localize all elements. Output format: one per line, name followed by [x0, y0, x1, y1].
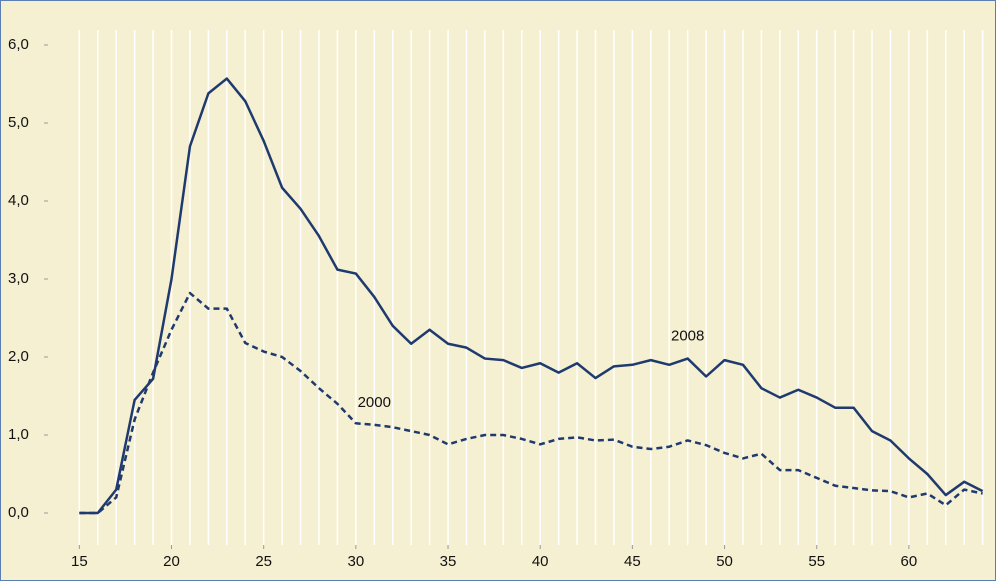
x-tick-label: 60	[901, 553, 918, 570]
x-tick-label: 35	[440, 553, 457, 570]
y-tick-label: 3,0	[8, 270, 29, 287]
y-tick-label: 0,0	[8, 504, 29, 521]
y-tick-label: 1,0	[8, 426, 29, 443]
y-tick-label: 2,0	[8, 348, 29, 365]
series-line	[79, 77, 984, 515]
x-tick-label: 15	[71, 553, 88, 570]
x-tick-label: 50	[716, 553, 733, 570]
series-label: 2000	[358, 394, 391, 411]
plot-area	[48, 30, 990, 545]
x-tick-label: 40	[532, 553, 549, 570]
y-tick-label: 6,0	[8, 36, 29, 53]
x-tick-label: 45	[624, 553, 641, 570]
y-tick-label: 4,0	[8, 192, 29, 209]
x-tick-label: 30	[348, 553, 365, 570]
x-tick-label: 25	[255, 553, 272, 570]
x-tick-label: 55	[808, 553, 825, 570]
series-line	[79, 291, 983, 515]
series-label: 2008	[671, 328, 704, 345]
x-tick-label: 20	[163, 553, 180, 570]
y-tick-label: 5,0	[8, 114, 29, 131]
